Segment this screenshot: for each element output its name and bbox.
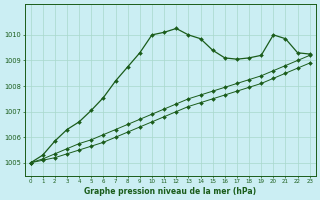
X-axis label: Graphe pression niveau de la mer (hPa): Graphe pression niveau de la mer (hPa) bbox=[84, 187, 256, 196]
